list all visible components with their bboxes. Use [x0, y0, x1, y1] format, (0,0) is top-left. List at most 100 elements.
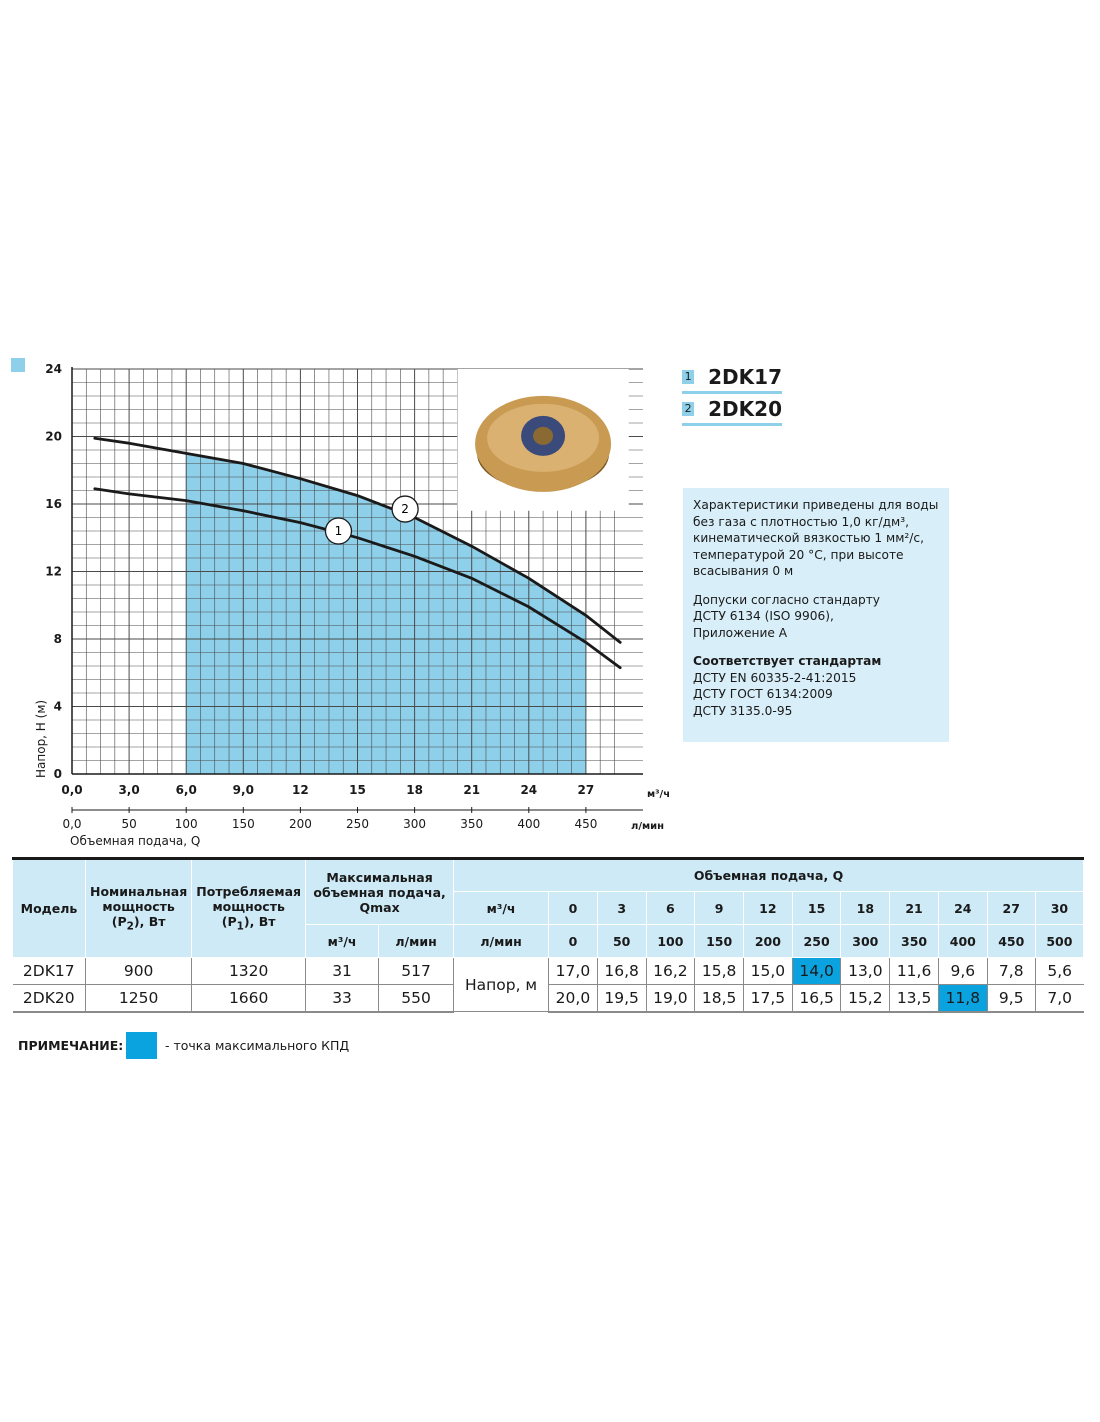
- head-cell: 15,8: [694, 957, 744, 985]
- header-unit: ), Вт: [243, 914, 276, 930]
- head-cell: 15,2: [840, 984, 890, 1013]
- x2-tick-label: 0,0: [62, 817, 81, 831]
- x2-tick-label: 250: [346, 817, 369, 831]
- header-nominal-power: Номинальная мощность (P2), Вт: [84, 857, 193, 958]
- head-cell: 13,5: [889, 984, 939, 1013]
- note-swatch: [126, 1032, 157, 1059]
- flow-m3-cell: 27: [986, 891, 1036, 925]
- head-cell: 16,5: [791, 984, 841, 1013]
- flow-lmin-cell: 450: [986, 924, 1036, 958]
- model-legend: 1 2DK17 2 2DK20: [682, 362, 782, 426]
- x2-tick-label: 200: [289, 817, 312, 831]
- p2-cell: 900: [84, 957, 192, 985]
- legend-model-name: 2DK20: [708, 396, 782, 421]
- flow-m3-cell: 21: [889, 891, 939, 925]
- flow-lmin-cell: 200: [743, 924, 793, 958]
- head-cell: 16,8: [596, 957, 647, 985]
- x2-tick-label: 50: [121, 817, 136, 831]
- x-tick-label: 21: [463, 783, 480, 797]
- legend-marker-square: [11, 358, 25, 372]
- head-cell: 17,0: [548, 957, 598, 985]
- header-consumed-power: Потребляемая мощность (P1), Вт: [191, 857, 307, 958]
- qmax-lmin-cell: 517: [378, 957, 454, 985]
- x-unit-label: м³/ч: [647, 789, 670, 800]
- spec-table: Модель Номинальная мощность (P2), Вт Пот…: [12, 857, 1085, 1013]
- impeller-hub: [533, 426, 554, 445]
- head-cell: 19,0: [645, 984, 695, 1013]
- flow-m3-cell: 30: [1034, 891, 1085, 925]
- x-tick-label: 27: [578, 783, 595, 797]
- x2-unit-label: л/мин: [631, 821, 664, 832]
- tolerance-line: Допуски согласно стандарту: [693, 592, 881, 607]
- x-tick-label: 24: [520, 783, 537, 797]
- x2-tick-label: 450: [574, 817, 597, 831]
- note: ПРИМЕЧАНИЕ: - точка максимального КПД: [18, 1032, 349, 1059]
- y-tick-label: 8: [54, 632, 62, 646]
- head-cell: 16,2: [645, 957, 695, 985]
- header-unit-m3: м³/ч: [453, 891, 550, 925]
- tolerance-line: Приложение А: [693, 625, 788, 640]
- p1-cell: 1660: [191, 984, 306, 1013]
- head-cell: 11,8: [937, 984, 988, 1013]
- y-tick-label: 4: [54, 700, 62, 714]
- table-row: 2DK20 1250 1660 33 550 20,0 19,5 19,0 18,5 17,5 16…: [12, 984, 1084, 1013]
- head-cell: 18,5: [694, 984, 744, 1013]
- legend-model-name: 2DK17: [708, 364, 782, 389]
- header-nominal-power-text: Номинальная мощность: [90, 884, 188, 915]
- header-model: Модель: [12, 857, 86, 958]
- standard-line: ДСТУ EN 60335-2-41:2015: [693, 670, 857, 685]
- flow-m3-cell: 9: [694, 891, 744, 925]
- info-panel: Характеристики приведены для воды без га…: [683, 488, 949, 742]
- legend-item-2: 2 2DK20: [682, 394, 782, 426]
- standard-line: ДСТУ ГОСТ 6134:2009: [693, 687, 833, 701]
- p1-cell: 1320: [191, 957, 306, 985]
- legend-number: 1: [682, 369, 695, 384]
- curve-label-circle: [324, 517, 353, 545]
- curve-label: 2: [401, 502, 409, 516]
- x-tick-label: 12: [292, 783, 309, 797]
- p2-cell: 1250: [84, 984, 192, 1013]
- x-tick-label: 0,0: [61, 783, 82, 797]
- y-tick-label: 20: [45, 430, 62, 444]
- x-tick-label: 18: [406, 783, 423, 797]
- x2-tick-label: 150: [232, 817, 255, 831]
- flow-m3-cell: 24: [937, 891, 988, 925]
- header-flow: Объемная подача, Q: [453, 857, 1084, 892]
- x2-tick-label: 300: [403, 817, 426, 831]
- performance-chart: 1 2 0 4 8 12 16 20 24 0,0 3,0 6,0 9,0 12 15 18 21 24 27 м³/…: [0, 340, 680, 860]
- flow-lmin-cell: 0: [548, 924, 598, 958]
- qmax-m3-cell: 31: [305, 957, 379, 985]
- standards-text: Соответствует стандартам ДСТУ EN 60335-2…: [693, 653, 939, 719]
- head-cell: 11,6: [889, 957, 939, 985]
- curve-1: [93, 487, 622, 670]
- table-row: 2DK17 900 1320 31 517 Напор, м 17,0 16,8 16,2 15,…: [12, 957, 1084, 1012]
- header-qmax-lmin: л/мин: [378, 924, 455, 958]
- header-unit-prefix: (P: [221, 914, 237, 930]
- curve-label-circle: [391, 495, 419, 523]
- standard-line: ДСТУ 3135.0-95: [693, 703, 793, 718]
- x2-tick-label: 400: [517, 817, 540, 831]
- flow-m3-cell: 15: [791, 891, 842, 925]
- qmax-m3-cell: 33: [305, 984, 379, 1013]
- header-subscript: 1: [236, 920, 244, 933]
- legend-number: 2: [682, 401, 695, 416]
- tolerance-text: Допуски согласно стандарту ДСТУ 6134 (IS…: [693, 592, 939, 642]
- standards-title: Соответствует стандартам: [693, 654, 882, 668]
- x-tick-label: 9,0: [233, 783, 254, 797]
- head-cell: 17,5: [743, 984, 793, 1013]
- header-consumed-power-text: Потребляемая мощность: [196, 884, 302, 915]
- tolerance-line: ДСТУ 6134 (ISO 9906),: [693, 609, 834, 623]
- flow-lmin-cell: 500: [1034, 924, 1085, 958]
- flow-lmin-cell: 250: [791, 924, 842, 958]
- curve-label: 1: [335, 524, 343, 538]
- x2-tick-label: 100: [175, 817, 198, 831]
- qmax-lmin-cell: 550: [378, 984, 454, 1013]
- flow-m3-cell: 6: [645, 891, 696, 925]
- model-cell: 2DK20: [12, 984, 86, 1013]
- head-cell: 14,0: [791, 957, 841, 985]
- flow-lmin-cell: 400: [937, 924, 988, 958]
- flow-lmin-cell: 350: [889, 924, 939, 958]
- head-cell: 19,5: [596, 984, 647, 1013]
- legend-item-1: 1 2DK17: [682, 362, 782, 394]
- x-tick-label: 3,0: [118, 783, 139, 797]
